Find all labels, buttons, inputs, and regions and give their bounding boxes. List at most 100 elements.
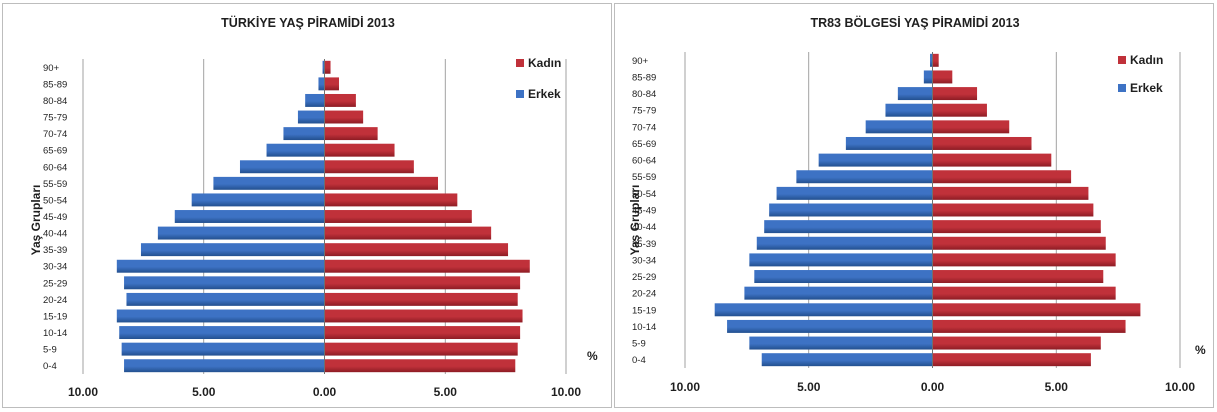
bar-male-25-29	[124, 276, 325, 290]
bar-male-50-54	[776, 186, 933, 200]
bar-male-10-14	[119, 326, 325, 340]
legend-swatch-male	[516, 90, 524, 98]
category-label: 75-79	[43, 113, 67, 124]
pyramid-chart-tr83: TR83 BÖLGESİ YAŞ PİRAMİDİ 2013 Yaş Grupl…	[628, 15, 1206, 394]
bar-female-75-79	[324, 110, 364, 124]
category-label: 30-34	[632, 255, 656, 266]
bar-male-80-84	[305, 93, 325, 107]
bar-male-65-69	[845, 136, 933, 150]
legend-swatch-female	[516, 59, 524, 67]
bar-female-0-4	[932, 353, 1091, 367]
x-tick-label: 5.00	[192, 385, 216, 399]
category-label: 70-74	[632, 122, 656, 133]
bar-female-30-34	[324, 259, 530, 273]
category-label: 55-59	[632, 172, 656, 183]
bar-female-90+	[932, 53, 939, 67]
bar-female-25-29	[324, 276, 521, 290]
y-axis-label: Yaş Grupları	[29, 185, 43, 256]
bar-female-25-29	[932, 270, 1104, 284]
category-label: 35-39	[632, 239, 656, 250]
bar-male-35-39	[756, 236, 933, 250]
x-tick-label: 5.00	[797, 380, 821, 394]
bar-male-0-4	[124, 359, 325, 373]
bar-female-65-69	[932, 136, 1032, 150]
category-label: 70-74	[43, 129, 67, 140]
category-label: 45-49	[632, 206, 656, 217]
bar-male-20-24	[126, 292, 325, 306]
category-label: 85-89	[632, 72, 656, 83]
bar-male-55-59	[796, 170, 933, 184]
bar-female-70-74	[932, 120, 1010, 134]
category-label: 85-89	[43, 79, 67, 90]
category-label: 20-24	[43, 295, 67, 306]
bar-male-0-4	[761, 353, 933, 367]
category-label: 45-49	[43, 212, 67, 223]
category-label: 10-14	[632, 322, 656, 333]
category-label: 65-69	[43, 146, 67, 157]
bar-female-20-24	[932, 286, 1116, 300]
bar-female-70-74	[324, 127, 378, 141]
category-label: 40-44	[632, 222, 656, 233]
category-label: 40-44	[43, 229, 67, 240]
bar-male-90+	[930, 53, 933, 67]
bar-male-75-79	[297, 110, 325, 124]
bar-female-5-9	[932, 336, 1101, 350]
bar-female-85-89	[324, 77, 339, 91]
bar-female-80-84	[932, 87, 978, 101]
bar-female-60-64	[324, 160, 414, 174]
legend-swatch-female	[1118, 56, 1126, 64]
legend: Kadın Erkek	[516, 56, 561, 101]
bar-female-85-89	[932, 70, 953, 84]
bar-male-70-74	[283, 127, 325, 141]
chart-title: TÜRKİYE YAŞ PİRAMİDİ 2013	[221, 15, 395, 30]
bar-male-30-34	[116, 259, 325, 273]
bar-male-90+	[322, 60, 325, 74]
category-label: 25-29	[43, 278, 67, 289]
bar-male-15-19	[116, 309, 325, 323]
category-label: 15-19	[632, 305, 656, 316]
category-label: 50-54	[43, 195, 67, 206]
bar-female-15-19	[324, 309, 523, 323]
bar-male-35-39	[140, 243, 325, 257]
category-label: 0-4	[632, 355, 646, 366]
bar-female-60-64	[932, 153, 1052, 167]
category-label: 0-4	[43, 361, 57, 372]
category-label: 10-14	[43, 328, 67, 339]
bar-female-10-14	[324, 326, 521, 340]
x-tick-label: 10.00	[1165, 380, 1195, 394]
bar-female-65-69	[324, 143, 395, 157]
legend: Kadın Erkek	[1118, 53, 1163, 95]
bar-male-60-64	[818, 153, 933, 167]
bar-female-10-14	[932, 319, 1126, 333]
legend-label-female: Kadın	[1130, 53, 1163, 67]
bar-female-45-49	[932, 203, 1094, 217]
x-tick-label: 10.00	[551, 385, 581, 399]
bar-female-50-54	[932, 186, 1089, 200]
legend-swatch-male	[1118, 84, 1126, 92]
unit-label: %	[1195, 343, 1206, 357]
plot-area: 0-4 5-9 10-14 15-19 20-24 25-29 30-34 35-39 40-4…	[632, 52, 1195, 394]
x-tick-label: 10.00	[68, 385, 98, 399]
x-tick-label: 0.00	[313, 385, 337, 399]
bar-male-5-9	[121, 342, 325, 356]
bar-female-0-4	[324, 359, 516, 373]
bar-female-35-39	[324, 243, 509, 257]
category-label: 90+	[43, 63, 60, 74]
bar-male-20-24	[744, 286, 933, 300]
bar-male-45-49	[174, 210, 325, 223]
bar-male-40-44	[764, 220, 933, 234]
bar-female-15-19	[932, 303, 1141, 317]
category-label: 80-84	[632, 89, 656, 100]
bar-male-85-89	[318, 77, 325, 91]
unit-label: %	[587, 349, 598, 363]
bar-female-80-84	[324, 93, 356, 107]
bar-male-45-49	[769, 203, 933, 217]
bar-male-5-9	[749, 336, 933, 350]
category-label: 90+	[632, 56, 649, 67]
bar-female-20-24	[324, 292, 518, 306]
category-label: 75-79	[632, 106, 656, 117]
pyramid-chart-turkiye: TÜRKİYE YAŞ PİRAMİDİ 2013 Yaş Grupları 0…	[29, 15, 598, 399]
bar-male-30-34	[749, 253, 933, 267]
bar-female-75-79	[932, 103, 987, 117]
bar-male-10-14	[727, 319, 933, 333]
